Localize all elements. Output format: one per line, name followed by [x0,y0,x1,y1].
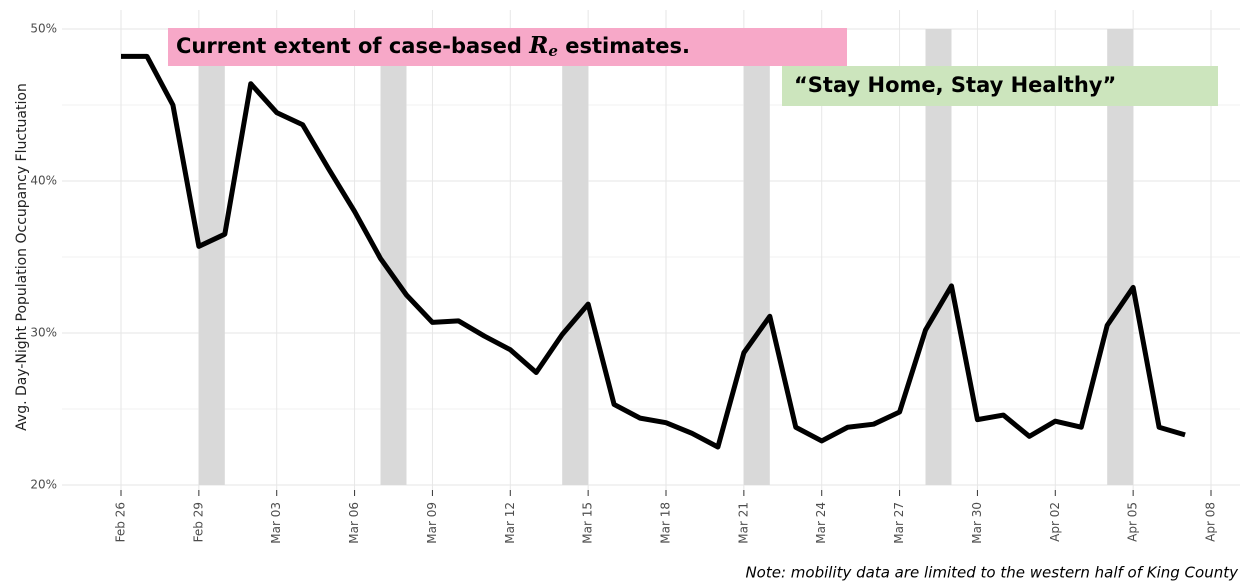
annotation-text: “Stay Home, Stay Healthy” [794,73,1116,97]
line [121,53,1186,450]
weekend-band [198,29,225,485]
weekend-band [562,29,589,485]
annotations: Current extent of case-based Re estimate… [168,28,1218,106]
annotation-text: Current extent of case-based Re estimate… [176,32,690,60]
x-tick-label: Mar 12 [503,502,517,544]
weekend-band [743,29,770,485]
plot [121,53,1186,450]
x-tick-label: Mar 09 [425,502,439,544]
annotation-box [782,66,1218,106]
note: Note: mobility data are limited to the w… [745,564,1239,582]
x-tick-label: Mar 27 [892,502,906,544]
annotation-box [168,28,847,66]
y-tick-label: 50% [30,22,57,36]
x-tick-label: Apr 02 [1048,502,1062,542]
x-tick-label: Apr 05 [1126,502,1140,542]
y-tick-label: 30% [30,326,57,340]
x-tick-label: Mar 21 [736,502,750,544]
x-tick-label: Mar 15 [581,502,595,544]
x-tick-label: Feb 26 [114,502,128,542]
x-tick-label: Feb 29 [191,502,205,542]
y-tick-label: 20% [30,478,57,492]
x-tick-label: Mar 03 [269,502,283,544]
x-tick-label: Mar 06 [347,502,361,544]
y-axis-label: Avg. Day-Night Population Occupancy Fluc… [14,83,30,431]
x-tick-label: Mar 30 [970,502,984,544]
weekend-band [380,29,407,485]
x-tick-label: Mar 18 [659,502,673,544]
x-tick-label: Apr 08 [1204,502,1218,542]
x-tick-label: Mar 24 [814,502,828,544]
y-tick-label: 40% [30,174,57,188]
